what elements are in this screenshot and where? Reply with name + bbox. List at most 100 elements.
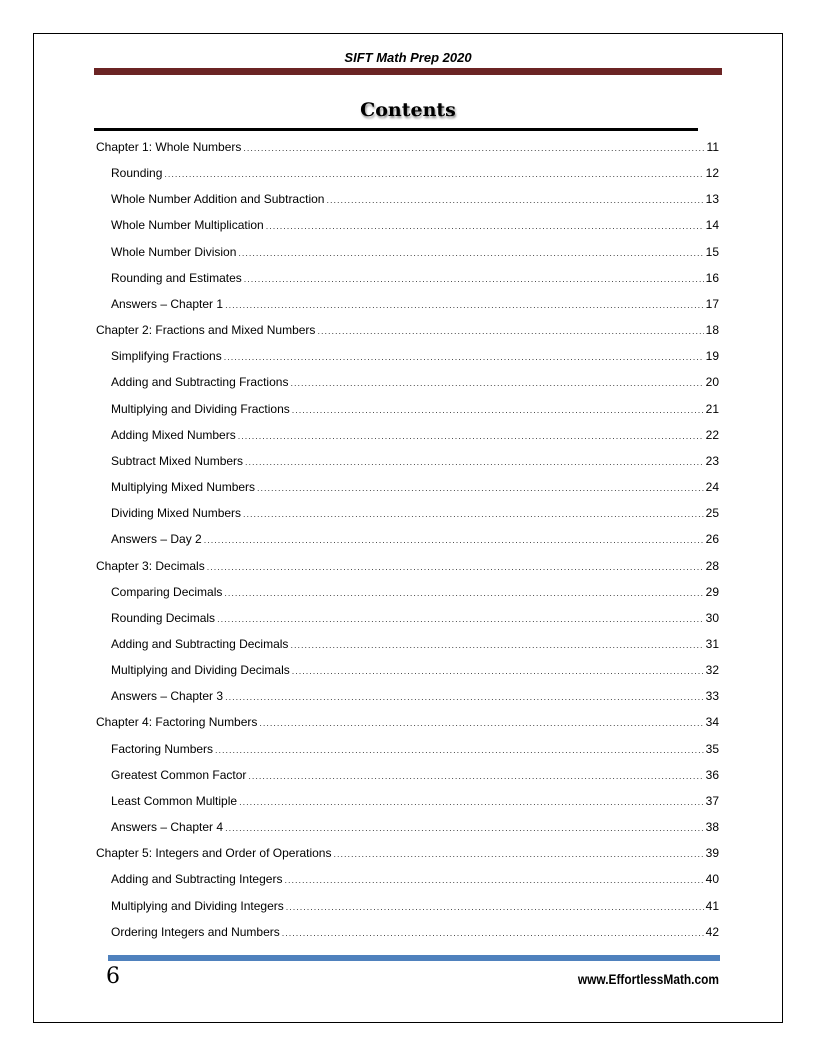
toc-section-entry[interactable]: Answers – Day 2 26 [96,532,719,558]
dot-leader [243,143,704,153]
toc-entry-title: Answers – Chapter 3 [111,689,224,704]
toc-entry-title: Answers – Chapter 1 [111,296,224,311]
toc-section-entry[interactable]: Adding Mixed Numbers 22 [96,428,719,454]
toc-section-entry[interactable]: Factoring Numbers 35 [96,742,719,768]
toc-section-entry[interactable]: Adding and Subtracting Integers 40 [96,872,719,898]
dot-leader [266,221,704,231]
toc-section-entry[interactable]: Whole Number Addition and Subtraction 13 [96,192,719,218]
toc-section-entry[interactable]: Multiplying Mixed Numbers 24 [96,480,719,506]
header-bar [94,68,722,75]
toc-section-entry[interactable]: Whole Number Multiplication 14 [96,218,719,244]
toc-section-entry[interactable]: Subtract Mixed Numbers 23 [96,454,719,480]
toc-entry-page: 24 [705,480,719,495]
toc-section-entry[interactable]: Comparing Decimals 29 [96,585,719,611]
toc-chapter-entry[interactable]: Chapter 3: Decimals 28 [96,559,719,585]
toc-entry-title: Whole Number Multiplication [111,218,264,233]
page-title: Contents [360,99,456,121]
toc-entry-title: Least Common Multiple [111,793,238,808]
dot-leader [245,457,704,467]
toc-entry-page: 22 [705,427,719,442]
dot-leader [290,640,703,650]
dot-leader [239,797,704,807]
dot-leader [215,745,704,755]
footer-bar [108,955,720,961]
dot-leader [244,274,704,284]
toc-entry-title: Subtract Mixed Numbers [111,453,244,468]
toc-section-entry[interactable]: Rounding 12 [96,166,719,192]
dot-leader [225,692,704,702]
dot-leader [225,300,704,310]
dot-leader [164,169,703,179]
toc-section-entry[interactable]: Adding and Subtracting Decimals 31 [96,637,719,663]
toc-chapter-entry[interactable]: Chapter 4: Factoring Numbers 34 [96,715,719,741]
toc-section-entry[interactable]: Answers – Chapter 1 17 [96,297,719,323]
toc-entry-page: 34 [705,715,719,730]
toc-entry-page: 42 [705,924,719,939]
toc-entry-title: Answers – Chapter 4 [111,820,224,835]
toc-section-entry[interactable]: Simplifying Fractions 19 [96,349,719,375]
toc-entry-page: 12 [705,166,719,181]
toc-entry-title: Whole Number Addition and Subtraction [111,192,325,207]
toc-entry-page: 28 [705,558,719,573]
dot-leader [225,823,704,833]
toc-entry-page: 19 [705,349,719,364]
toc-section-entry[interactable]: Answers – Chapter 3 33 [96,689,719,715]
toc-entry-title: Multiplying and Dividing Decimals [111,663,290,678]
toc-entry-title: Multiplying and Dividing Integers [111,898,284,913]
toc-entry-page: 30 [705,610,719,625]
toc-section-entry[interactable]: Multiplying and Dividing Decimals 32 [96,663,719,689]
toc-section-entry[interactable]: Ordering Integers and Numbers 42 [96,925,719,951]
toc-entry-page: 39 [705,846,719,861]
toc-section-entry[interactable]: Rounding Decimals 30 [96,611,719,637]
toc-section-entry[interactable]: Rounding and Estimates 16 [96,271,719,297]
toc-section-entry[interactable]: Greatest Common Factor 36 [96,768,719,794]
toc-entry-page: 36 [705,767,719,782]
dot-leader [243,509,704,519]
toc-entry-page: 40 [705,872,719,887]
toc-entry-page: 16 [705,270,719,285]
toc-entry-page: 35 [705,741,719,756]
toc-entry-page: 21 [705,401,719,416]
table-of-contents: Chapter 1: Whole Numbers 11 Rounding 12 Whol… [96,140,719,951]
toc-section-entry[interactable]: Answers – Chapter 4 38 [96,820,719,846]
toc-entry-page: 17 [705,296,719,311]
toc-chapter-entry[interactable]: Chapter 2: Fractions and Mixed Numbers 18 [96,323,719,349]
toc-entry-title: Multiplying and Dividing Fractions [111,401,290,416]
toc-entry-title: Adding and Subtracting Integers [111,872,283,887]
toc-entry-title: Adding and Subtracting Decimals [111,636,289,651]
toc-section-entry[interactable]: Dividing Mixed Numbers 25 [96,506,719,532]
dot-leader [217,614,704,624]
toc-entry-title: Rounding and Estimates [111,270,242,285]
dot-leader [282,928,704,938]
page-border [33,33,783,1023]
toc-entry-title: Answers – Day 2 [111,532,202,547]
toc-entry-page: 23 [705,453,719,468]
toc-entry-title: Rounding [111,166,163,181]
dot-leader [259,718,703,728]
toc-chapter-entry[interactable]: Chapter 1: Whole Numbers 11 [96,140,719,166]
toc-entry-title: Factoring Numbers [111,741,214,756]
toc-section-entry[interactable]: Least Common Multiple 37 [96,794,719,820]
toc-section-entry[interactable]: Whole Number Division 15 [96,245,719,271]
dot-leader [317,326,703,336]
toc-entry-title: Greatest Common Factor [111,767,247,782]
toc-entry-title: Simplifying Fractions [111,349,222,364]
toc-entry-page: 29 [705,584,719,599]
toc-entry-page: 18 [705,323,719,338]
toc-entry-page: 14 [705,218,719,233]
dot-leader [290,378,703,388]
toc-entry-title: Whole Number Division [111,244,237,259]
toc-chapter-entry[interactable]: Chapter 5: Integers and Order of Operati… [96,846,719,872]
toc-entry-page: 13 [705,192,719,207]
toc-entry-page: 33 [705,689,719,704]
toc-entry-page: 11 [706,140,719,154]
title-rule [94,128,698,131]
toc-section-entry[interactable]: Multiplying and Dividing Integers 41 [96,899,719,925]
toc-section-entry[interactable]: Adding and Subtracting Fractions 20 [96,375,719,401]
toc-entry-title: Chapter 5: Integers and Order of Operati… [96,846,332,861]
toc-section-entry[interactable]: Multiplying and Dividing Fractions 21 [96,402,719,428]
toc-entry-title: Chapter 2: Fractions and Mixed Numbers [96,323,316,338]
page-number: 6 [106,964,120,989]
toc-entry-page: 15 [705,244,719,259]
footer-url: www.EffortlessMath.com [577,971,719,987]
